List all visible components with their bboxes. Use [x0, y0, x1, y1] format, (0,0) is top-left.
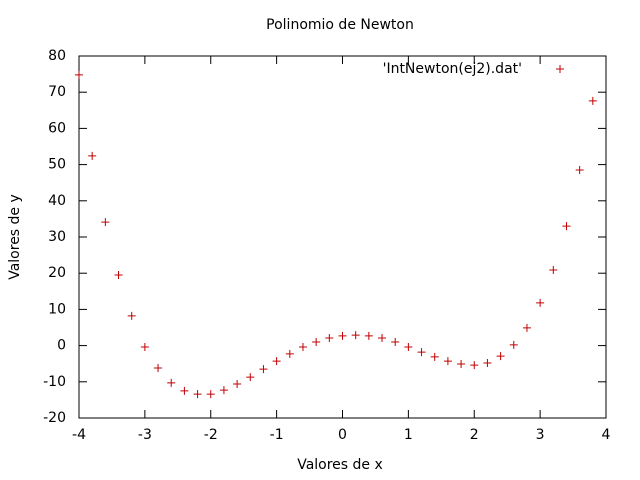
y-tick-label: 70: [48, 84, 66, 100]
y-tick-label: -20: [43, 410, 66, 426]
y-tick-label: 20: [48, 265, 66, 281]
data-point: [127, 311, 136, 320]
data-point: [430, 352, 439, 361]
data-point: [75, 70, 83, 79]
y-tick-label: -10: [43, 374, 66, 390]
y-tick-label: 60: [48, 120, 66, 136]
data-point: [404, 343, 413, 352]
data-point: [378, 333, 387, 342]
legend-marker: [556, 65, 564, 73]
x-tick-label: 2: [470, 427, 479, 443]
data-point: [536, 298, 545, 307]
data-point: [219, 386, 228, 395]
legend-label: 'IntNewton(ej2).dat': [383, 61, 522, 77]
x-tick-label: -3: [138, 427, 152, 443]
y-axis-label: Valores de y: [7, 194, 23, 280]
data-point: [562, 222, 571, 231]
x-tick-label: 1: [404, 427, 413, 443]
data-point: [522, 323, 531, 332]
data-point: [140, 343, 149, 352]
x-tick-label: -1: [270, 427, 284, 443]
data-point: [193, 390, 202, 399]
data-point: [285, 349, 294, 358]
y-tick-label: 10: [48, 301, 66, 317]
data-point: [483, 358, 492, 367]
x-tick-label: 4: [602, 427, 611, 443]
x-axis-label: Valores de x: [297, 457, 383, 473]
data-point: [114, 271, 123, 280]
data-point: [259, 365, 268, 374]
data-point: [325, 333, 334, 342]
data-point: [509, 340, 518, 349]
data-point: [272, 357, 281, 366]
data-point: [312, 337, 321, 346]
data-point: [470, 361, 479, 370]
data-point: [496, 352, 505, 361]
chart-title: Polinomio de Newton: [266, 17, 414, 33]
data-point: [246, 373, 255, 382]
y-tick-label: 30: [48, 229, 66, 245]
data-point: [457, 360, 466, 369]
data-point: [298, 343, 307, 352]
data-point: [549, 265, 558, 274]
data-point: [417, 348, 426, 357]
data-point: [443, 357, 452, 366]
x-tick-label: -2: [204, 427, 218, 443]
data-point: [588, 96, 597, 105]
data-point: [154, 364, 163, 373]
data-point: [338, 331, 347, 340]
data-point: [391, 337, 400, 346]
data-point: [206, 390, 215, 399]
y-tick-label: 80: [48, 48, 66, 64]
data-point: [575, 166, 584, 175]
data-point: [180, 386, 189, 395]
y-tick-label: 0: [57, 338, 66, 354]
data-point: [101, 218, 110, 227]
y-tick-label: 50: [48, 157, 66, 173]
data-point: [364, 331, 373, 340]
x-tick-label: -4: [72, 427, 86, 443]
data-point: [167, 378, 176, 387]
y-tick-label: 40: [48, 193, 66, 209]
x-tick-label: 3: [536, 427, 545, 443]
data-point: [233, 379, 242, 388]
data-point: [88, 151, 97, 160]
x-tick-label: 0: [338, 427, 347, 443]
data-point: [351, 331, 360, 340]
